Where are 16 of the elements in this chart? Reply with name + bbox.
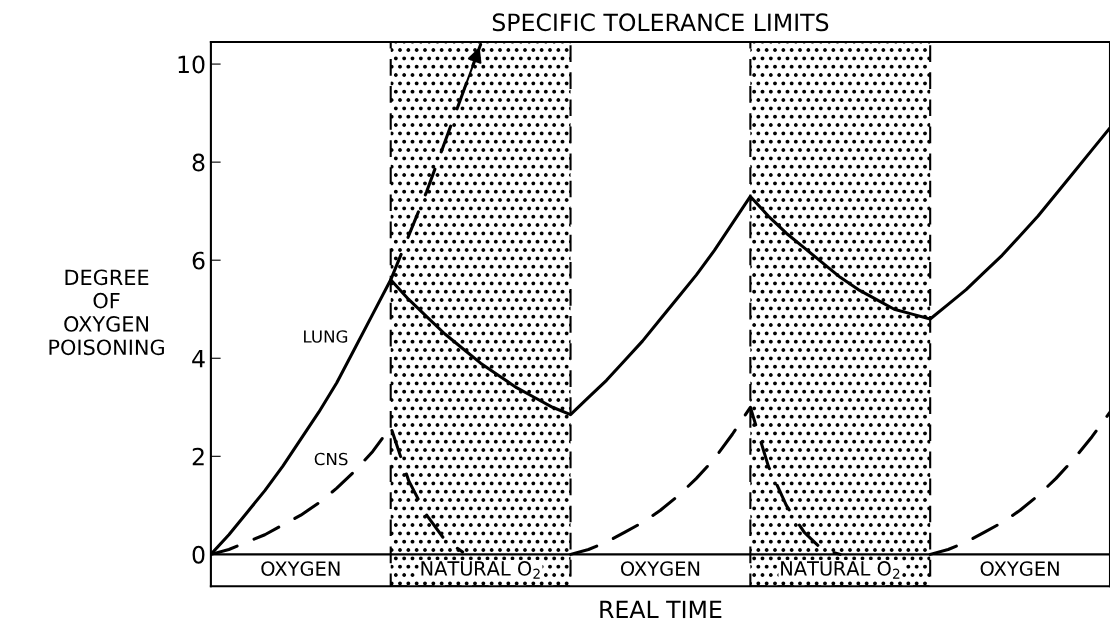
y-tick-label: 6 [192,251,205,270]
annotation: OXYGEN [261,561,340,576]
y-axis-title: DEGREE OF OXYGEN POISONING [49,269,164,356]
x-axis-title: REAL TIME [600,600,722,619]
y-tick-label: 8 [192,153,205,172]
chart-title: SPECIFIC TOLERANCE LIMITS [492,13,829,32]
y-tick-label: 10 [178,55,205,74]
series-label: CNS [314,452,348,466]
annotation: OXYGEN [980,561,1059,576]
y-tick-label: 2 [192,447,204,466]
series-label: LUNG [304,330,348,343]
annotation: NATURAL O$_{2}$ [421,561,540,579]
annotation: OXYGEN [620,561,700,576]
annotation: NATURAL O$_{2}$ [781,561,900,579]
y-tick-label: 4 [192,350,205,368]
y-tick-label: 0 [192,545,205,564]
